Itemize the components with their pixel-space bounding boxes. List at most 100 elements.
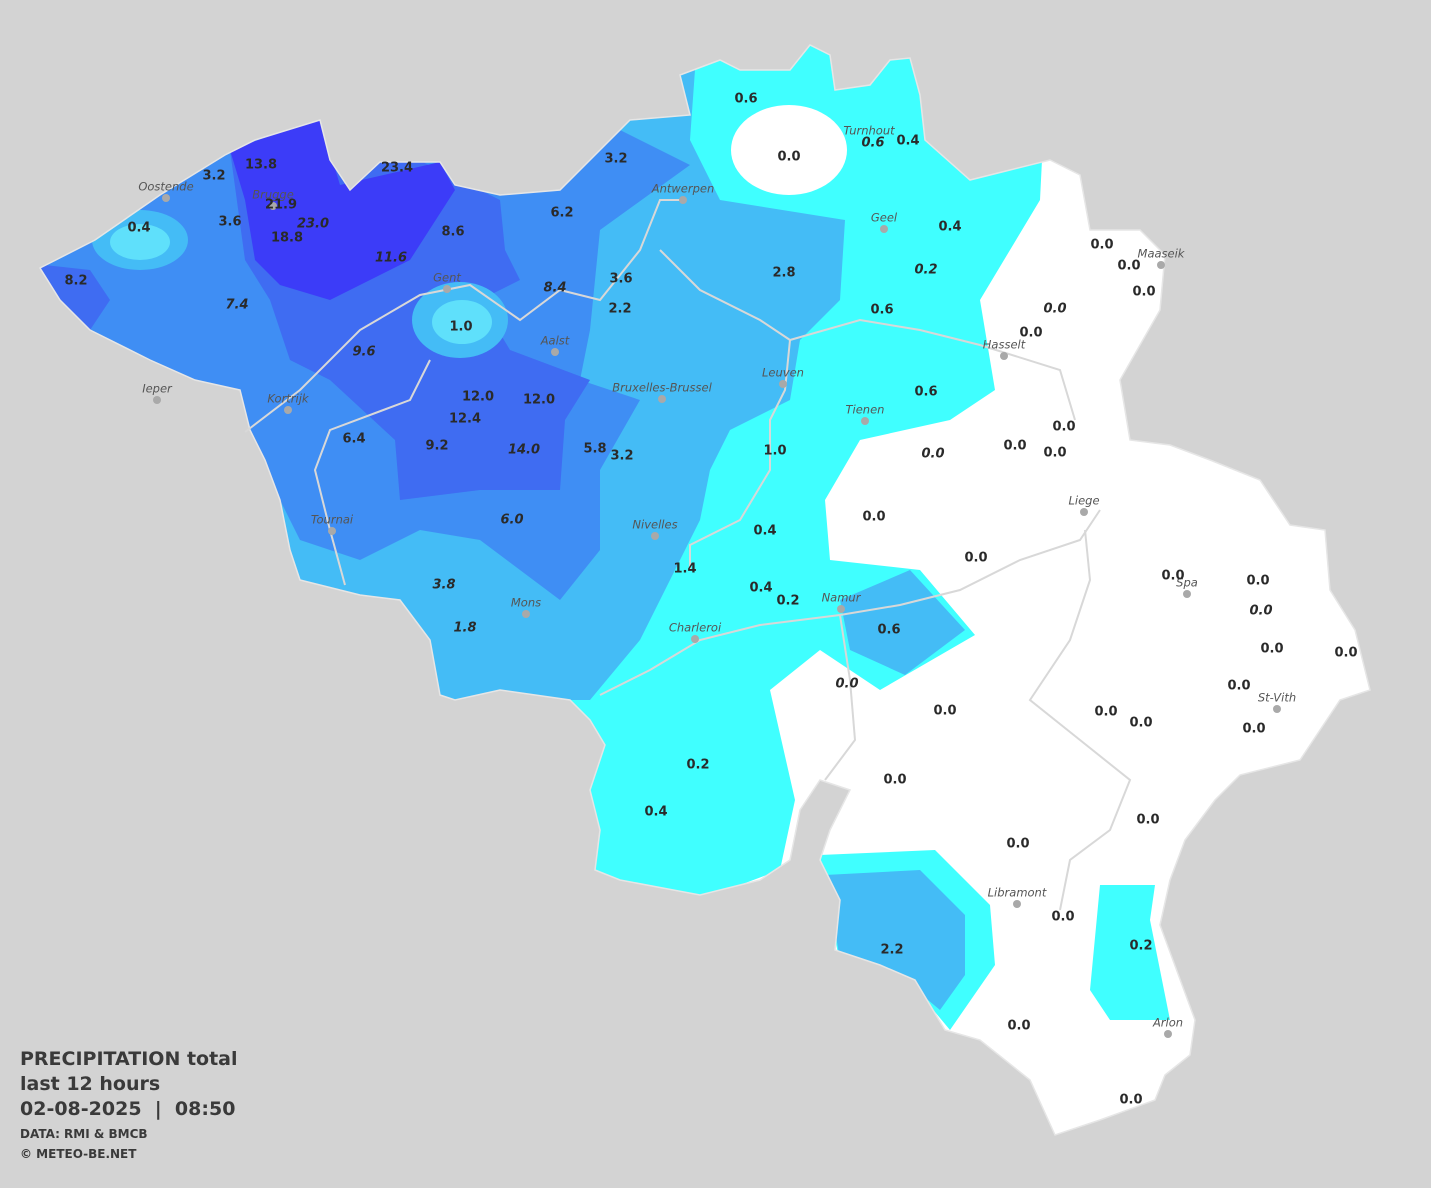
station-value: 8.2 bbox=[64, 274, 87, 289]
station-value: 12.0 bbox=[462, 390, 494, 405]
city-label: Mons bbox=[511, 596, 541, 610]
station-value: 9.2 bbox=[425, 439, 448, 454]
station-value: 1.8 bbox=[453, 621, 476, 636]
station-value: 0.6 bbox=[877, 623, 900, 638]
station-value: 14.0 bbox=[508, 443, 540, 458]
station-value: 0.6 bbox=[734, 92, 757, 107]
city-dot bbox=[1164, 1030, 1172, 1038]
station-value: 6.2 bbox=[550, 206, 573, 221]
city-dot bbox=[861, 417, 869, 425]
station-value: 6.0 bbox=[500, 513, 523, 528]
city-label: Hasselt bbox=[983, 338, 1026, 352]
city-label: Geel bbox=[871, 211, 898, 225]
station-values: 0.6 0.0 0.6 0.4 3.2 13.8 23.4 3.2 21.923.018.8 0.… bbox=[64, 92, 1357, 1108]
city-label: Tournai bbox=[311, 513, 354, 527]
station-value: 0.0 bbox=[1129, 716, 1152, 731]
caption-period: last 12 hours bbox=[20, 1073, 160, 1095]
station-value: 12.4 bbox=[449, 412, 481, 427]
station-value: 0.0 bbox=[1249, 604, 1272, 619]
station-value: 0.2 bbox=[776, 594, 799, 609]
station-value: 0.0 bbox=[1006, 837, 1029, 852]
station-value: 0.0 bbox=[1094, 705, 1117, 720]
city-dot bbox=[551, 348, 559, 356]
station-value: 1.0 bbox=[449, 320, 472, 335]
city-dot bbox=[153, 396, 161, 404]
station-value: 2.2 bbox=[608, 302, 631, 317]
station-value: 0.4 bbox=[644, 805, 667, 820]
station-value: 0.6 bbox=[914, 385, 937, 400]
city-label: Brugge bbox=[252, 188, 294, 202]
city-label: Maaseik bbox=[1138, 247, 1186, 261]
city-label: Gent bbox=[433, 271, 461, 285]
city-dot bbox=[837, 605, 845, 613]
city-label: Liege bbox=[1068, 494, 1099, 508]
city-label: Namur bbox=[822, 591, 862, 605]
station-value: 0.0 bbox=[1051, 910, 1074, 925]
station-value: 23.4 bbox=[381, 161, 413, 176]
city-label: Oostende bbox=[138, 180, 193, 194]
station-value: 0.0 bbox=[964, 551, 987, 566]
city-dot bbox=[651, 532, 659, 540]
city-dot bbox=[679, 196, 687, 204]
cities: Oostende Brugge Turnhout Antwerpen Geel Maase… bbox=[138, 124, 1296, 1038]
city-dot bbox=[691, 635, 699, 643]
station-value: 0.0 bbox=[1019, 326, 1042, 341]
city-dot bbox=[1080, 508, 1088, 516]
station-value: 6.4 bbox=[342, 432, 365, 447]
city-dot bbox=[779, 380, 787, 388]
station-value: 0.0 bbox=[1052, 420, 1075, 435]
station-value: 0.0 bbox=[1246, 574, 1269, 589]
station-value: 0.0 bbox=[1334, 646, 1357, 661]
city-dot bbox=[1000, 352, 1008, 360]
station-value: 0.4 bbox=[127, 221, 150, 236]
station-value: 0.0 bbox=[1043, 302, 1066, 317]
station-value: 1.4 bbox=[673, 562, 696, 577]
station-value: 0.6 bbox=[870, 303, 893, 318]
station-value: 0.0 bbox=[1136, 813, 1159, 828]
city-label: St-Vith bbox=[1258, 691, 1296, 705]
station-value: 0.2 bbox=[686, 758, 709, 773]
city-dot bbox=[1013, 900, 1021, 908]
station-value: 0.2 bbox=[914, 263, 937, 278]
station-value: 0.4 bbox=[749, 581, 772, 596]
station-value: 0.0 bbox=[1260, 642, 1283, 657]
station-value: 1.0 bbox=[763, 444, 786, 459]
caption-credit: © METEO-BE.NET bbox=[20, 1147, 137, 1161]
station-value: 0.0 bbox=[777, 150, 800, 165]
rivers bbox=[244, 199, 1132, 911]
city-label: Leuven bbox=[762, 366, 804, 380]
city-dot bbox=[1183, 590, 1191, 598]
station-value: 0.0 bbox=[1043, 446, 1066, 461]
station-value: 9.6 bbox=[352, 345, 375, 360]
station-value: 0.0 bbox=[1007, 1019, 1030, 1034]
city-dot bbox=[328, 527, 336, 535]
station-value: 0.0 bbox=[862, 510, 885, 525]
station-value: 3.8 bbox=[432, 578, 455, 593]
city-dot bbox=[162, 194, 170, 202]
city-label: Charleroi bbox=[669, 621, 722, 635]
city-dot bbox=[1157, 261, 1165, 269]
station-value: 0.0 bbox=[883, 773, 906, 788]
caption-datetime: 02-08-2025 | 08:50 bbox=[20, 1098, 235, 1120]
station-value: 0.4 bbox=[753, 524, 776, 539]
station-value: 0.0 bbox=[1132, 285, 1155, 300]
station-value: 8.4 bbox=[543, 281, 566, 296]
station-value: 13.8 bbox=[245, 158, 277, 173]
station-value: 0.4 bbox=[938, 220, 961, 235]
station-value: 0.0 bbox=[835, 677, 858, 692]
city-label: Tienen bbox=[846, 403, 885, 417]
city-dot bbox=[658, 395, 666, 403]
caption: PRECIPITATION total last 12 hours 02-08-20… bbox=[20, 1048, 238, 1161]
caption-title: PRECIPITATION total bbox=[20, 1048, 238, 1070]
station-value: 0.0 bbox=[1117, 259, 1140, 274]
city-dot bbox=[1273, 705, 1281, 713]
city-dot bbox=[284, 406, 292, 414]
station-value: 18.8 bbox=[271, 231, 303, 246]
station-value: 0.0 bbox=[1003, 439, 1026, 454]
city-label: Spa bbox=[1176, 576, 1198, 590]
city-dot bbox=[443, 285, 451, 293]
city-dot bbox=[522, 610, 530, 618]
station-value: 0.6 bbox=[861, 136, 884, 151]
station-value: 0.2 bbox=[1129, 939, 1152, 954]
